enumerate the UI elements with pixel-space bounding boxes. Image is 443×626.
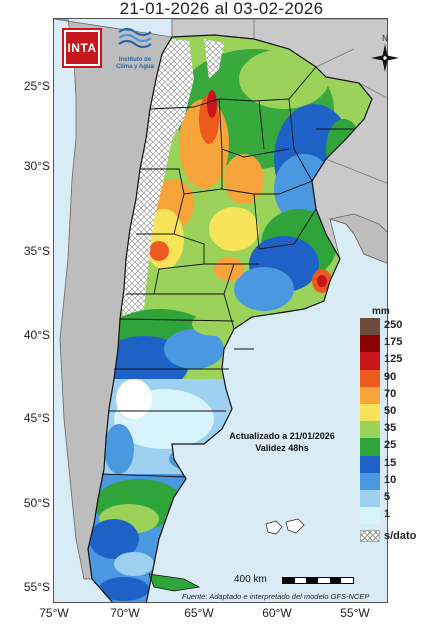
lat-label-30s: 30°S: [23, 159, 50, 173]
lat-label-35s: 35°S: [23, 244, 50, 258]
legend-label: 15: [384, 456, 397, 469]
legend-item: 250: [360, 318, 432, 336]
waves-icon: [118, 27, 152, 49]
legend-item: 25: [360, 438, 432, 456]
legend-item: 125: [360, 352, 432, 370]
lon-label-65w: 65°W: [184, 606, 214, 620]
no-data-label: s/dato: [384, 530, 417, 543]
update-line-1: Actualizado a 21/01/2026: [229, 431, 335, 441]
legend-swatch: [360, 438, 380, 456]
legend-label: 250: [384, 319, 403, 331]
legend-label: 10: [384, 473, 397, 486]
uruguay: [328, 213, 387, 264]
legend-item: 1: [360, 507, 432, 525]
lon-label-75w: 75°W: [39, 606, 69, 620]
legend-item: 35: [360, 421, 432, 439]
legend-swatch: [360, 352, 380, 370]
legend-item: 70: [360, 386, 432, 404]
legend-label: 90: [384, 370, 397, 383]
precipitation-map: [53, 18, 388, 603]
legend-label: 5: [384, 490, 391, 503]
map-title: 21-01-2026 al 03-02-2026: [119, 0, 324, 18]
lat-label-25s: 25°S: [23, 79, 50, 93]
no-data-swatch: [360, 530, 380, 543]
scale-graphic: [282, 577, 354, 584]
clima-logo-line-1: Instituto de: [118, 57, 152, 63]
update-line-2: Validez 48hs: [255, 443, 309, 453]
legend-swatch: [360, 489, 380, 508]
lat-label-45s: 45°S: [23, 411, 50, 425]
scale-bar: 400 km: [234, 574, 354, 588]
north-arrow: N: [370, 34, 400, 74]
legend-swatch: [360, 455, 380, 473]
update-note: Actualizado a 21/01/2026 Validez 48hs: [212, 430, 352, 454]
compass-icon: [371, 44, 399, 72]
malvinas-islands: [265, 518, 305, 535]
legend-label: 25: [384, 439, 397, 452]
legend-item: 15: [360, 455, 432, 473]
map-canvas: [54, 19, 387, 602]
legend-item: 90: [360, 369, 432, 387]
legend-rows: 250 175 125 90 70 50 35 25 15 10 5 1: [360, 318, 432, 525]
legend-swatch: [360, 386, 380, 404]
legend-swatch: [360, 335, 380, 353]
legend-no-data: s/dato: [360, 530, 432, 546]
legend-swatch: [360, 318, 380, 336]
lat-label-50s: 50°S: [23, 496, 50, 510]
province-borders: [101, 66, 354, 478]
legend-item: 10: [360, 472, 432, 490]
lat-label-55s: 55°S: [23, 580, 50, 594]
legend-label: 35: [384, 422, 397, 435]
argentina-outline: [87, 34, 373, 602]
rainfall-legend: mm 250 175 125 90 70 50 35 25 15 10 5 1 s/dato: [360, 306, 432, 546]
lon-label-55w: 55°W: [340, 606, 370, 620]
legend-label: 70: [384, 387, 397, 400]
legend-label: 125: [384, 353, 403, 366]
tierra-del-fuego: [148, 573, 201, 592]
inta-logo: INTA: [62, 28, 102, 68]
legend-item: 5: [360, 489, 432, 508]
north-label: N: [382, 34, 388, 43]
legend-label: 175: [384, 336, 403, 349]
clima-logo-line-2: Clima y Agua: [116, 64, 154, 70]
legend-swatch: [360, 369, 380, 387]
legend-item: 175: [360, 335, 432, 353]
scale-label: 400 km: [234, 574, 267, 585]
legend-item: 50: [360, 403, 432, 422]
legend-label: 1: [384, 508, 391, 521]
legend-swatch: [360, 421, 380, 439]
legend-swatch: [360, 403, 380, 422]
legend-swatch: [360, 472, 380, 490]
lon-label-60w: 60°W: [262, 606, 292, 620]
clima-agua-logo: Instituto de Clima y Agua: [110, 26, 160, 78]
inta-logo-text: INTA: [66, 32, 98, 64]
lat-label-40s: 40°S: [23, 328, 50, 342]
lon-label-70w: 70°W: [110, 606, 140, 620]
legend-swatch: [360, 507, 380, 525]
legend-label: 50: [384, 404, 397, 417]
source-note: Fuente: Adaptado e interpretado del mode…: [182, 592, 370, 601]
legend-unit: mm: [372, 306, 390, 317]
